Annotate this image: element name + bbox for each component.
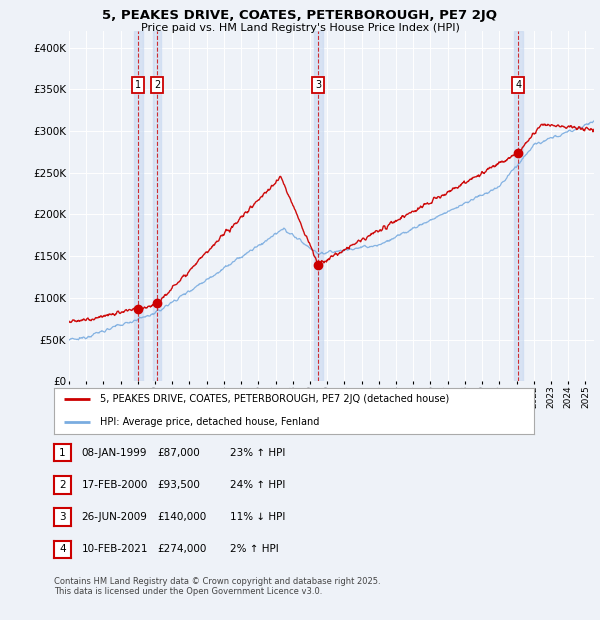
Text: 5, PEAKES DRIVE, COATES, PETERBOROUGH, PE7 2JQ: 5, PEAKES DRIVE, COATES, PETERBOROUGH, P…: [103, 9, 497, 22]
Text: Contains HM Land Registry data © Crown copyright and database right 2025.
This d: Contains HM Land Registry data © Crown c…: [54, 577, 380, 596]
Text: 3: 3: [59, 512, 66, 522]
Bar: [134, 31, 143, 381]
Text: 3: 3: [315, 80, 322, 91]
Text: 2% ↑ HPI: 2% ↑ HPI: [230, 544, 278, 554]
Text: 4: 4: [515, 80, 521, 91]
Text: 2: 2: [154, 80, 160, 91]
Text: £274,000: £274,000: [158, 544, 207, 554]
Text: 10-FEB-2021: 10-FEB-2021: [82, 544, 148, 554]
Text: 11% ↓ HPI: 11% ↓ HPI: [230, 512, 285, 522]
Bar: [514, 31, 523, 381]
Text: £87,000: £87,000: [158, 448, 200, 458]
Text: 24% ↑ HPI: 24% ↑ HPI: [230, 480, 285, 490]
Text: £93,500: £93,500: [158, 480, 200, 490]
Text: £140,000: £140,000: [158, 512, 207, 522]
Text: Price paid vs. HM Land Registry's House Price Index (HPI): Price paid vs. HM Land Registry's House …: [140, 23, 460, 33]
Text: 1: 1: [136, 80, 142, 91]
Text: 08-JAN-1999: 08-JAN-1999: [82, 448, 147, 458]
Bar: [314, 31, 323, 381]
Text: 5, PEAKES DRIVE, COATES, PETERBOROUGH, PE7 2JQ (detached house): 5, PEAKES DRIVE, COATES, PETERBOROUGH, P…: [100, 394, 449, 404]
Text: 1: 1: [59, 448, 66, 458]
Text: HPI: Average price, detached house, Fenland: HPI: Average price, detached house, Fenl…: [100, 417, 319, 427]
Text: 17-FEB-2000: 17-FEB-2000: [82, 480, 148, 490]
Text: 23% ↑ HPI: 23% ↑ HPI: [230, 448, 285, 458]
Bar: [153, 31, 161, 381]
Text: 26-JUN-2009: 26-JUN-2009: [82, 512, 148, 522]
Text: 2: 2: [59, 480, 66, 490]
Text: 4: 4: [59, 544, 66, 554]
